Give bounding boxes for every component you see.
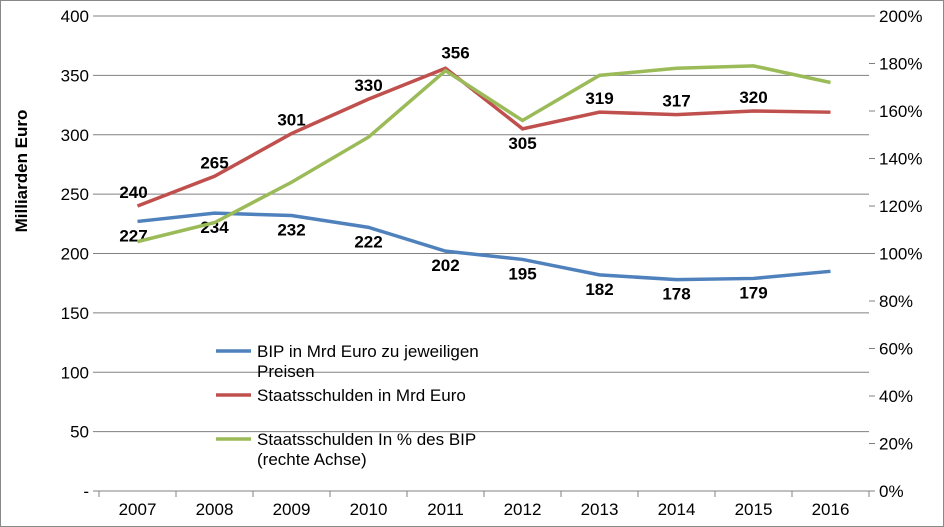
x-axis-tick-label: 2013 xyxy=(581,500,619,519)
x-axis-tick-label: 2014 xyxy=(658,500,696,519)
series-label-bip: 182 xyxy=(585,280,613,299)
right-axis-tick-label: 100% xyxy=(879,245,922,264)
series-label-bip: 195 xyxy=(508,264,536,283)
right-axis-tick-label: 80% xyxy=(879,292,913,311)
line-chart: - 50 100 150 200 250 300 350 400 0% 20% 40% 60% 80% 10… xyxy=(1,1,943,526)
right-axis-tick-label: 60% xyxy=(879,340,913,359)
left-axis-tick-label: 400 xyxy=(61,7,89,26)
x-axis-tick-label: 2011 xyxy=(427,500,464,519)
right-axis-tick-label: 140% xyxy=(879,150,922,169)
legend-label-bip: BIP in Mrd Euro zu jeweiligen xyxy=(257,342,479,361)
series-label-bip: 227 xyxy=(119,226,147,245)
series-label-debt: 320 xyxy=(739,88,767,107)
x-axis-tick-label: 2007 xyxy=(119,500,157,519)
left-axis-tick-label: 300 xyxy=(61,126,89,145)
series-line-debt xyxy=(138,68,831,206)
right-axis-tick-label: 120% xyxy=(879,197,922,216)
left-axis-tick-label: 50 xyxy=(70,423,89,442)
left-axis-tick-label: 200 xyxy=(61,245,89,264)
left-axis-tick-label: 150 xyxy=(61,304,89,323)
right-axis-tick-label: 180% xyxy=(879,55,922,74)
legend-label-ratio: Staatsschulden In % des BIP xyxy=(257,430,476,449)
series-label-debt: 317 xyxy=(662,92,690,111)
series-label-debt: 356 xyxy=(441,43,469,62)
series-label-debt: 319 xyxy=(585,89,613,108)
series-label-debt: 240 xyxy=(119,183,147,202)
right-axis-tick-label: 40% xyxy=(879,387,913,406)
left-axis-tick-label: 100 xyxy=(61,363,89,382)
series-label-debt: 305 xyxy=(508,134,536,153)
x-axis-tick-label: 2012 xyxy=(504,500,542,519)
series-label-bip: 202 xyxy=(431,256,459,275)
series-label-bip: 232 xyxy=(277,221,305,240)
left-axis-tick-label: 350 xyxy=(61,66,89,85)
series-line-bip xyxy=(138,213,831,280)
left-axis-tick-label: 250 xyxy=(61,185,89,204)
x-axis-tick-label: 2016 xyxy=(812,500,850,519)
x-axis-tick-label: 2009 xyxy=(273,500,311,519)
right-axis-tick-label: 160% xyxy=(879,102,922,121)
left-axis-tick-label: - xyxy=(83,482,89,501)
right-axis-tick-label: 20% xyxy=(879,435,913,454)
x-axis-tick-label: 2010 xyxy=(350,500,388,519)
left-axis-title: Milliarden Euro xyxy=(12,110,31,233)
legend-label-debt: Staatsschulden in Mrd Euro xyxy=(257,386,466,405)
series-label-debt: 265 xyxy=(200,153,228,172)
series-label-debt: 301 xyxy=(277,111,305,130)
series-label-bip: 222 xyxy=(354,232,382,251)
right-axis-tick-label: 0% xyxy=(879,482,904,501)
series-label-bip: 179 xyxy=(739,283,767,302)
x-axis-tick-label: 2015 xyxy=(735,500,773,519)
legend-label-ratio-line2: (rechte Achse) xyxy=(257,450,367,469)
right-axis-tick-label: 200% xyxy=(879,7,922,26)
legend-label-bip-line2: Preisen xyxy=(257,362,315,381)
x-axis-tick-label: 2008 xyxy=(196,500,234,519)
series-label-debt: 330 xyxy=(354,76,382,95)
chart-frame: - 50 100 150 200 250 300 350 400 0% 20% 40% 60% 80% 10… xyxy=(0,0,944,527)
series-label-bip: 178 xyxy=(662,285,690,304)
